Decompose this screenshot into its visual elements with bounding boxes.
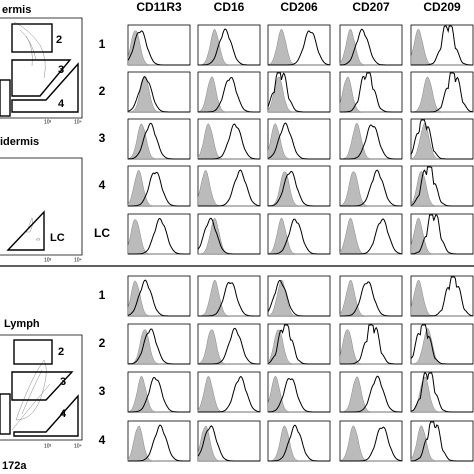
tick-label: 10⁴ <box>74 119 82 125</box>
marker-histogram <box>198 281 260 317</box>
marker-histogram <box>411 72 474 113</box>
gate-label: 4 <box>60 408 67 420</box>
marker-histogram <box>411 421 473 462</box>
column-header: CD11R3 <box>136 0 182 14</box>
marker-histogram <box>127 75 190 113</box>
isotype-histogram <box>410 279 473 317</box>
epidermis-plot <box>0 157 83 256</box>
column-header: CD16 <box>214 0 245 14</box>
tick-label: 10⁴ <box>74 257 82 263</box>
marker-histogram <box>197 217 260 255</box>
column-header: CD207 <box>352 0 390 14</box>
marker-histogram <box>128 171 190 207</box>
isotype-histogram <box>197 123 260 160</box>
marker-histogram <box>198 169 261 207</box>
marker-histogram <box>268 424 330 462</box>
marker-histogram <box>410 372 473 413</box>
gate-label: LC <box>50 232 65 244</box>
tick-label: 10³ <box>44 443 52 449</box>
marker-histogram <box>339 28 402 66</box>
isotype-histogram <box>267 28 330 66</box>
marker-histogram <box>198 327 260 365</box>
marker-histogram <box>267 324 330 365</box>
gate-label: 4 <box>58 98 65 110</box>
dermis-plot <box>0 17 83 119</box>
row-label: 4 <box>99 178 106 192</box>
histogram-frame <box>267 420 331 462</box>
gate-label: 3 <box>60 376 66 388</box>
row-label: 2 <box>99 84 106 98</box>
marker-histogram <box>127 328 190 365</box>
marker-histogram <box>340 124 402 160</box>
marker-histogram <box>340 375 402 413</box>
isotype-histogram <box>339 376 402 413</box>
marker-histogram <box>197 425 260 462</box>
marker-histogram <box>198 28 260 66</box>
isotype-histogram <box>339 171 402 207</box>
section-title: idermis <box>0 136 39 148</box>
marker-histogram <box>410 324 473 365</box>
marker-histogram <box>411 214 473 255</box>
isotype-histogram <box>197 329 260 365</box>
row-label: 1 <box>99 288 106 302</box>
marker-histogram <box>128 424 190 462</box>
isotype-histogram <box>339 425 402 462</box>
row-label: 1 <box>99 37 106 51</box>
isotype-histogram <box>339 217 402 255</box>
axis-label: 172a <box>2 460 27 472</box>
marker-histogram <box>267 72 330 113</box>
marker-histogram <box>268 218 330 255</box>
row-label: 2 <box>99 336 106 350</box>
marker-histogram <box>268 30 331 66</box>
gate-label: 2 <box>58 346 64 358</box>
row-label: LC <box>94 226 110 240</box>
tick-label: 10³ <box>44 257 52 263</box>
row-label: 4 <box>99 433 106 447</box>
tick-label: 10⁴ <box>74 443 82 449</box>
marker-histogram <box>340 426 403 462</box>
section-title: ermis <box>2 4 31 16</box>
gate-label: 2 <box>56 34 62 46</box>
column-header: CD206 <box>280 0 318 14</box>
marker-histogram <box>127 279 190 317</box>
lymph-plot <box>0 334 83 441</box>
marker-histogram <box>411 276 474 317</box>
section-title: Lymph <box>4 318 40 330</box>
marker-histogram <box>411 25 473 66</box>
isotype-histogram <box>410 28 473 66</box>
marker-histogram <box>267 377 330 413</box>
marker-histogram <box>128 217 190 255</box>
marker-histogram <box>198 376 261 413</box>
row-label: 3 <box>99 384 106 398</box>
tick-label: 10³ <box>44 119 52 125</box>
marker-histogram <box>340 72 402 113</box>
marker-histogram <box>410 166 473 207</box>
column-header: CD209 <box>423 0 461 14</box>
marker-histogram <box>340 324 402 365</box>
marker-histogram <box>267 279 330 317</box>
marker-histogram <box>410 119 473 160</box>
marker-histogram <box>340 281 402 317</box>
marker-histogram <box>267 170 330 207</box>
row-label: 3 <box>99 131 106 145</box>
isotype-histogram <box>197 375 260 413</box>
gate-label: 3 <box>58 64 64 76</box>
marker-histogram <box>127 30 190 66</box>
marker-histogram <box>340 169 402 207</box>
isotype-histogram <box>410 76 473 113</box>
marker-histogram <box>127 122 190 160</box>
marker-histogram <box>198 76 260 113</box>
marker-histogram <box>198 123 260 160</box>
isotype-histogram <box>197 170 260 207</box>
marker-histogram <box>267 122 330 160</box>
marker-histogram <box>128 376 190 413</box>
marker-histogram <box>340 218 403 255</box>
